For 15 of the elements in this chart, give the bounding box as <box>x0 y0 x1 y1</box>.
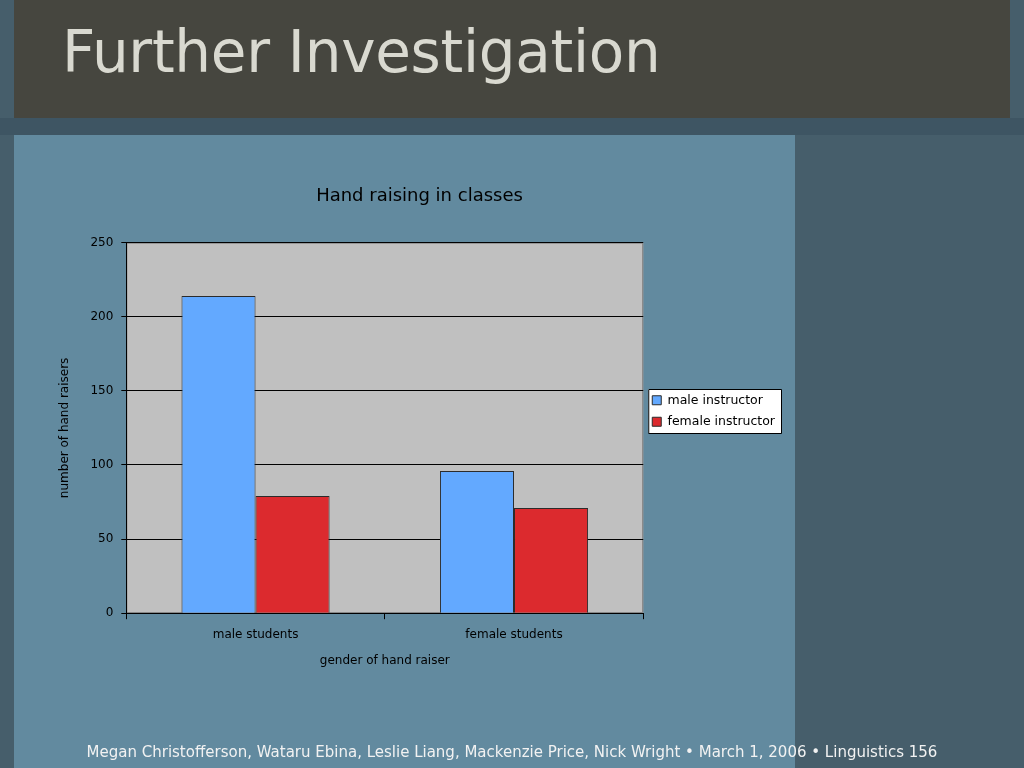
y-tick-label: 50 <box>98 531 114 546</box>
x-tick-label: male students <box>212 626 299 641</box>
chart-title: Further Investigation <box>62 18 661 86</box>
x-axis-title: gender of hand raiser <box>319 652 450 667</box>
y-tick-label: 200 <box>90 308 114 323</box>
chart-subtitle: Hand raising in classes <box>316 184 523 206</box>
y-tick-label: 150 <box>90 382 114 397</box>
legend-label: female instructor <box>667 413 776 428</box>
text: Megan Christofferson, Wataru Ebina, Leslie Liang, Mackenzie Price, Nick Wright • March 1, 2006 • Linguistics 156 <box>86 743 938 761</box>
y-tick-label: 0 <box>105 605 114 620</box>
x-tick-label: female students <box>465 626 563 641</box>
legend-label: male instructor <box>667 391 764 407</box>
y-axis-title: number of hand raisers <box>57 357 72 499</box>
y-tick-label: 250 <box>90 234 114 249</box>
y-tick-label: 100 <box>90 457 114 472</box>
